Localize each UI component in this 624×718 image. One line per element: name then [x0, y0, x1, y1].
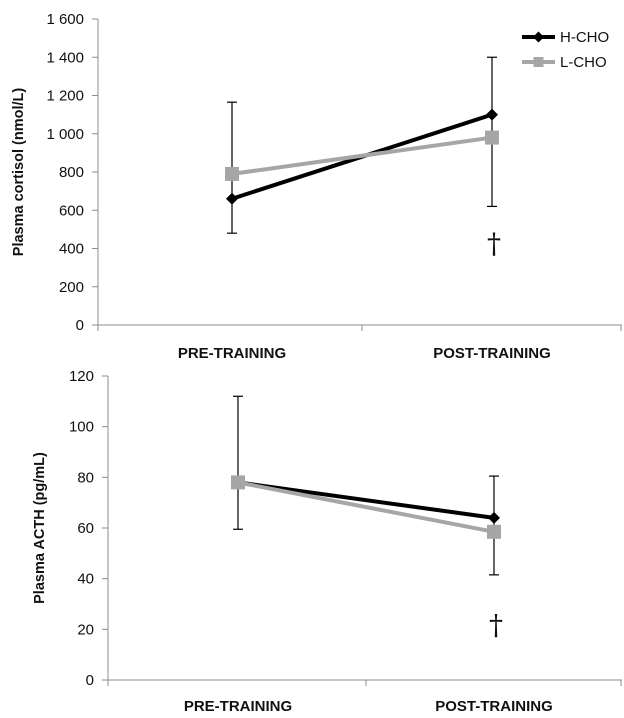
significance-dagger: † — [489, 608, 503, 641]
data-point-l-cho — [225, 166, 239, 181]
acth-chart: 0 20 40 60 80 100 120 PRE-TRAINING POST-TRAINING… — [32, 368, 622, 715]
series-line-h-cho — [237, 480, 495, 520]
y-tick-label: 120 — [69, 368, 94, 385]
y-tick-label: 80 — [77, 469, 94, 486]
x-tick-label: PRE-TRAINING — [178, 345, 286, 362]
y-tick-label: 600 — [59, 202, 84, 219]
data-point-l-cho — [231, 475, 245, 490]
legend: H-CHO L-CHO — [522, 29, 609, 71]
y-tick-label: 1 400 — [46, 49, 84, 66]
y-tick-label: 400 — [59, 241, 84, 258]
x-tick-label: POST-TRAINING — [433, 345, 551, 362]
series-line-l-cho — [231, 135, 493, 176]
data-point-l-cho — [487, 524, 501, 539]
data-point-h-cho — [488, 511, 500, 524]
y-tick-label: 800 — [59, 164, 84, 181]
x-tick-label: PRE-TRAINING — [184, 698, 292, 715]
legend-label-l-cho: L-CHO — [560, 54, 607, 71]
y-tick-label: 60 — [77, 520, 94, 537]
y-tick-label: 40 — [77, 571, 94, 588]
y-tick-label: 100 — [69, 419, 94, 436]
y-tick-label: 1 200 — [46, 88, 84, 105]
x-tick-label: POST-TRAINING — [435, 698, 553, 715]
y-tick-label: 200 — [59, 279, 84, 296]
y-tick-label: 20 — [77, 621, 94, 638]
y-tick-label: 0 — [86, 672, 94, 689]
data-point-l-cho — [485, 130, 499, 145]
legend-label-h-cho: H-CHO — [560, 29, 609, 46]
y-axis-title: Plasma cortisol (nmol/L) — [11, 88, 27, 257]
significance-dagger: † — [487, 227, 501, 260]
data-point-h-cho — [486, 108, 498, 121]
series-line-l-cho — [237, 480, 495, 534]
data-point-h-cho — [226, 192, 238, 205]
cortisol-chart: 0 200 400 600 800 1 000 1 200 1 400 1 600 PRE-TRA… — [11, 11, 622, 362]
y-tick-label: 1 000 — [46, 126, 84, 143]
y-tick-label: 0 — [76, 317, 84, 334]
error-bar — [233, 395, 243, 530]
y-axis-title: Plasma ACTH (pg/mL) — [32, 452, 48, 604]
y-tick-label: 1 600 — [46, 11, 84, 28]
